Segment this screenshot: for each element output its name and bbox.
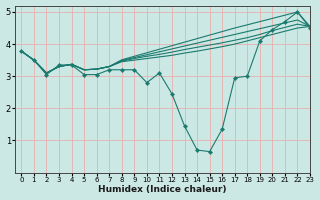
X-axis label: Humidex (Indice chaleur): Humidex (Indice chaleur) [98,185,227,194]
